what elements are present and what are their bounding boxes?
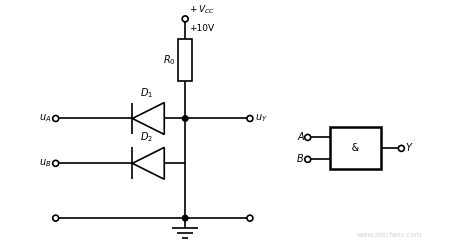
- Circle shape: [182, 215, 188, 221]
- Circle shape: [53, 160, 58, 166]
- Text: B: B: [296, 154, 303, 164]
- Circle shape: [53, 215, 58, 221]
- Text: $u_B$: $u_B$: [39, 157, 51, 169]
- Text: $D_2$: $D_2$: [139, 131, 152, 144]
- Bar: [329, 127, 381, 169]
- Text: www.alecfans.com: www.alecfans.com: [356, 232, 421, 238]
- Circle shape: [304, 156, 310, 162]
- Circle shape: [398, 145, 403, 151]
- Text: $D_1$: $D_1$: [139, 86, 152, 100]
- Text: $u_A$: $u_A$: [39, 113, 51, 124]
- Circle shape: [304, 134, 310, 140]
- Text: $u_Y$: $u_Y$: [254, 113, 267, 124]
- Text: +10V: +10V: [189, 24, 214, 33]
- Text: A: A: [296, 132, 303, 142]
- Circle shape: [246, 215, 252, 221]
- Text: $R_0$: $R_0$: [162, 53, 175, 67]
- Bar: [178, 39, 192, 81]
- Text: &: &: [351, 143, 358, 153]
- Circle shape: [246, 116, 252, 122]
- Text: $+\,V_{CC}$: $+\,V_{CC}$: [189, 3, 215, 16]
- Circle shape: [53, 116, 58, 122]
- Circle shape: [182, 116, 188, 121]
- Text: Y: Y: [405, 143, 411, 153]
- Circle shape: [182, 16, 188, 22]
